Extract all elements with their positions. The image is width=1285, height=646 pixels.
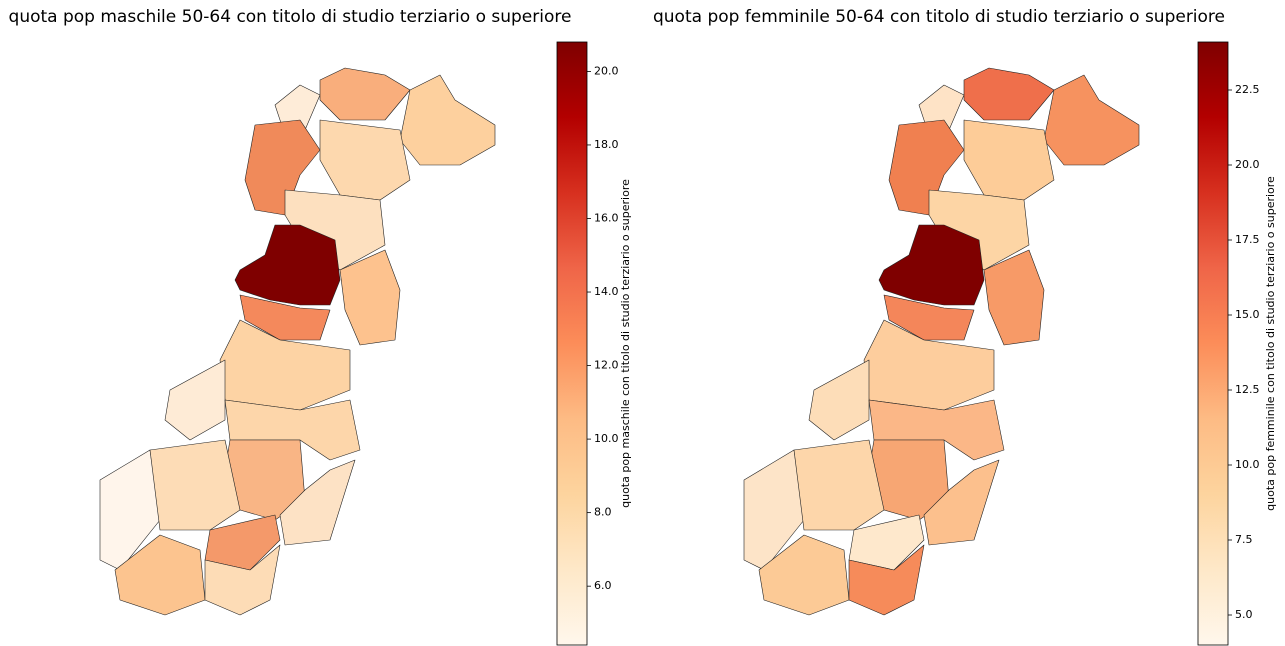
colorbar-tick-label: 5.0 [1235, 608, 1253, 621]
region [319, 119, 411, 201]
region [1043, 74, 1140, 166]
colorbar-tick-label: 12.0 [594, 359, 619, 372]
region [848, 514, 925, 571]
colorbar-label: quota pop femminile con titolo di studio… [1264, 176, 1277, 511]
region [923, 459, 1000, 546]
colorbar [556, 41, 588, 646]
region [883, 294, 975, 341]
region [239, 294, 331, 341]
colorbar-tick-label: 18.0 [594, 138, 619, 151]
colorbar-tick-label: 10.0 [594, 432, 619, 445]
colorbar-tick-label: 22.5 [1235, 83, 1260, 96]
map [743, 67, 1140, 616]
map-title: quota pop maschile 50-64 con titolo di s… [9, 7, 572, 27]
colorbar-tick-label: 7.5 [1235, 533, 1253, 546]
region [149, 439, 241, 531]
colorbar-tick-label: 16.0 [594, 211, 619, 224]
colorbar-tick-label: 20.0 [1235, 158, 1260, 171]
colorbar-tick-label: 6.0 [594, 579, 612, 592]
region [808, 359, 870, 441]
colorbar-tick-label: 12.5 [1235, 383, 1260, 396]
region [963, 67, 1055, 121]
region [164, 359, 226, 441]
colorbar-tick-label: 20.0 [594, 64, 619, 77]
colorbar-tick-label: 8.0 [594, 506, 612, 519]
region [204, 514, 281, 571]
map [99, 67, 496, 616]
colorbar [1197, 41, 1229, 646]
region [339, 249, 401, 346]
region [284, 189, 386, 271]
map-title: quota pop femminile 50-64 con titolo di … [653, 7, 1225, 27]
region [848, 544, 925, 616]
region [928, 189, 1030, 271]
region [878, 224, 985, 306]
colorbar-tick-label: 10.0 [1235, 458, 1260, 471]
region [319, 67, 411, 121]
colorbar-tick-label: 15.0 [1235, 308, 1260, 321]
colorbar-tick-label: 14.0 [594, 285, 619, 298]
region [793, 439, 885, 531]
colorbar-label: quota pop maschile con titolo di studio … [619, 179, 632, 508]
region [399, 74, 496, 166]
region [204, 544, 281, 616]
region [99, 449, 161, 571]
region [963, 119, 1055, 201]
region [279, 459, 356, 546]
colorbar-tick-label: 17.5 [1235, 233, 1260, 246]
region [234, 224, 341, 306]
region [983, 249, 1045, 346]
region [743, 449, 805, 571]
